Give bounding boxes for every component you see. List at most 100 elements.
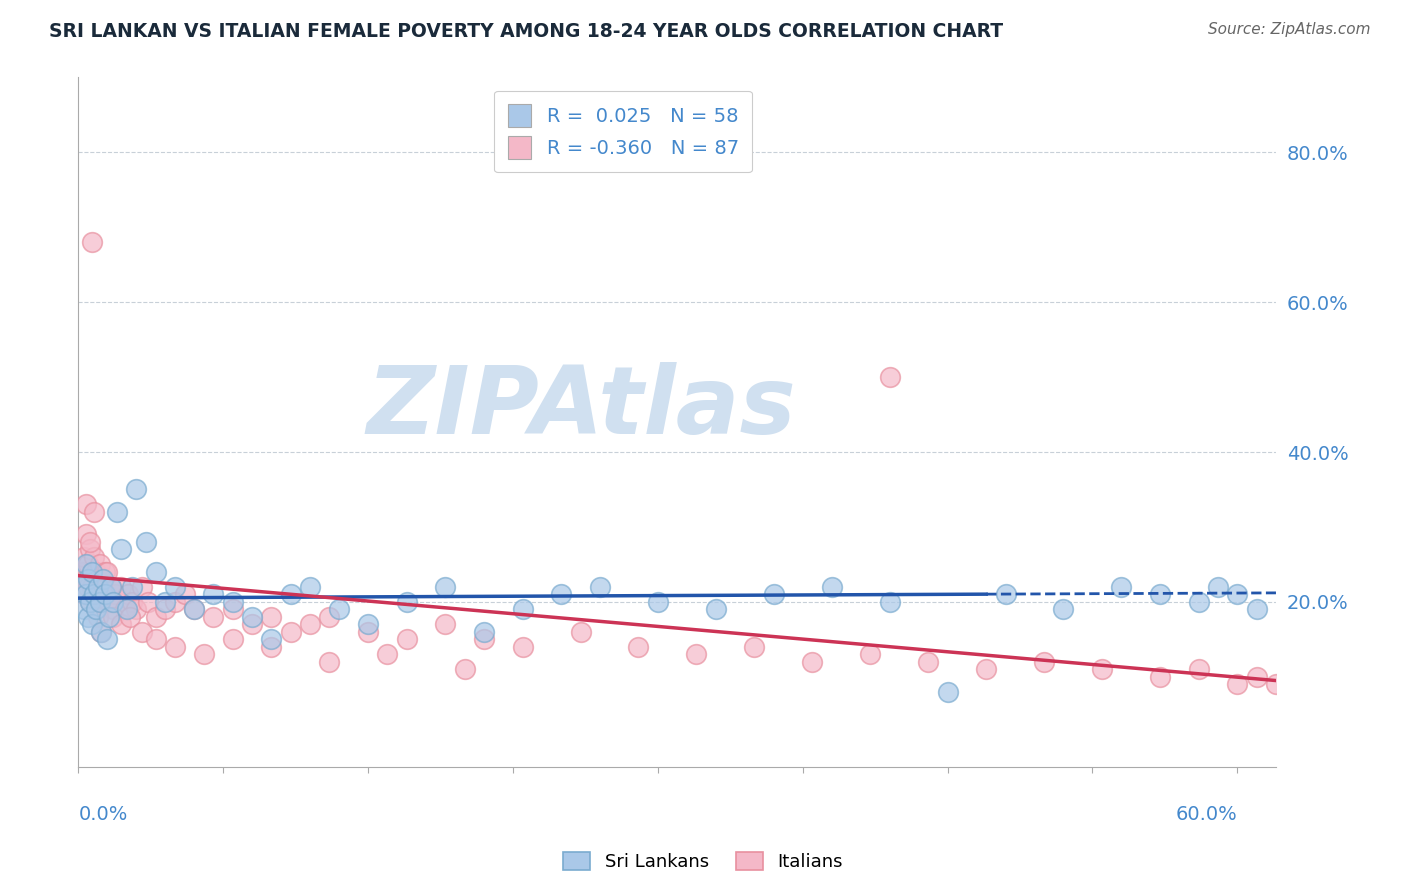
Point <box>879 370 901 384</box>
Point <box>89 580 111 594</box>
Point <box>859 648 882 662</box>
Point <box>90 624 112 639</box>
Point <box>936 685 959 699</box>
Point <box>90 595 112 609</box>
Point <box>100 580 122 594</box>
Point <box>86 580 108 594</box>
Point <box>114 602 136 616</box>
Point <box>125 483 148 497</box>
Text: ZIPAtlas: ZIPAtlas <box>367 362 796 454</box>
Text: SRI LANKAN VS ITALIAN FEMALE POVERTY AMONG 18-24 YEAR OLDS CORRELATION CHART: SRI LANKAN VS ITALIAN FEMALE POVERTY AMO… <box>49 22 1004 41</box>
Point <box>222 632 245 647</box>
Point <box>163 595 186 609</box>
Point <box>80 565 103 579</box>
Point <box>83 587 105 601</box>
Point <box>1246 670 1268 684</box>
Point <box>96 587 118 601</box>
Point <box>75 587 97 601</box>
Point <box>512 640 534 654</box>
Point <box>79 595 101 609</box>
Point <box>357 624 380 639</box>
Point <box>84 602 107 616</box>
Point <box>70 580 93 594</box>
Point <box>917 655 939 669</box>
Point <box>75 573 97 587</box>
Point <box>1226 677 1249 691</box>
Point <box>1246 602 1268 616</box>
Point <box>84 565 107 579</box>
Text: Source: ZipAtlas.com: Source: ZipAtlas.com <box>1208 22 1371 37</box>
Point <box>89 558 111 572</box>
Point <box>121 580 143 594</box>
Point <box>105 595 128 609</box>
Point <box>821 580 844 594</box>
Point <box>145 610 167 624</box>
Point <box>163 640 186 654</box>
Point <box>1111 580 1133 594</box>
Point <box>202 610 225 624</box>
Legend: Sri Lankans, Italians: Sri Lankans, Italians <box>555 845 851 879</box>
Point <box>1188 595 1211 609</box>
Point <box>318 655 340 669</box>
Point <box>86 573 108 587</box>
Point <box>93 573 115 587</box>
Point <box>117 587 139 601</box>
Point <box>193 648 215 662</box>
Point <box>512 602 534 616</box>
Point <box>77 558 100 572</box>
Point <box>86 587 108 601</box>
Point <box>153 602 176 616</box>
Point <box>434 617 457 632</box>
Point <box>101 602 124 616</box>
Point <box>83 587 105 601</box>
Point <box>135 535 157 549</box>
Point <box>569 624 592 639</box>
Point <box>375 648 398 662</box>
Point <box>79 595 101 609</box>
Point <box>80 565 103 579</box>
Point <box>75 558 97 572</box>
Point <box>647 595 669 609</box>
Point <box>183 602 205 616</box>
Point <box>77 573 100 587</box>
Text: 0.0%: 0.0% <box>79 805 128 823</box>
Point <box>136 595 159 609</box>
Point <box>1206 580 1229 594</box>
Point <box>80 235 103 250</box>
Point <box>994 587 1017 601</box>
Point <box>120 610 142 624</box>
Point <box>280 624 302 639</box>
Point <box>240 610 263 624</box>
Point <box>153 595 176 609</box>
Point <box>90 624 112 639</box>
Point <box>93 580 115 594</box>
Point <box>260 632 283 647</box>
Point <box>131 624 153 639</box>
Point <box>328 602 350 616</box>
Point <box>879 595 901 609</box>
Point <box>762 587 785 601</box>
Point <box>73 549 96 564</box>
Point <box>83 505 105 519</box>
Point <box>299 580 322 594</box>
Point <box>395 632 418 647</box>
Point <box>357 617 380 632</box>
Point <box>98 595 121 609</box>
Point <box>173 587 195 601</box>
Point <box>131 580 153 594</box>
Point <box>434 580 457 594</box>
Point <box>627 640 650 654</box>
Point <box>704 602 727 616</box>
Point <box>1149 587 1171 601</box>
Point <box>101 595 124 609</box>
Point <box>96 632 118 647</box>
Point <box>104 587 127 601</box>
Point <box>685 648 707 662</box>
Point <box>83 549 105 564</box>
Point <box>77 610 100 624</box>
Point <box>110 580 132 594</box>
Point <box>299 617 322 632</box>
Point <box>121 595 143 609</box>
Point <box>89 595 111 609</box>
Point <box>75 498 97 512</box>
